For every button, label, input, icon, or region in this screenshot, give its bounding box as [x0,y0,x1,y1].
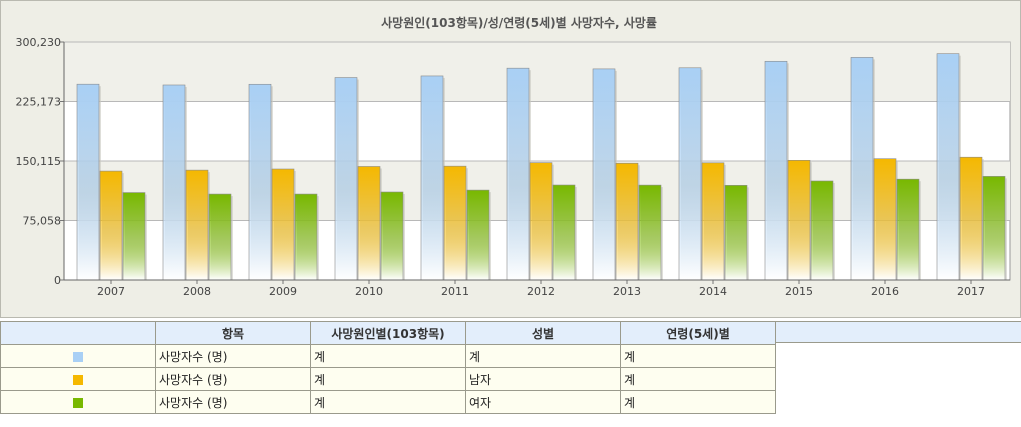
legend-header-sex: 성별 [465,321,621,345]
bar [466,189,490,281]
legend-cell-sex: 남자 [465,367,621,391]
bar [787,159,811,281]
x-tick-label: 2007 [97,285,125,298]
legend-header-fill [774,321,1021,343]
bar [959,156,983,281]
bar [850,57,874,281]
legend-row[interactable]: 사망자수 (명) 계 여자 계 [0,390,776,414]
y-tick-label: 75,058 [23,214,62,227]
legend-cell-age: 계 [620,367,776,391]
chart-panel: 사망원인(103항목)/성/연령(5세)별 사망자수, 사망률 0 75,058 1… [0,0,1021,318]
legend-swatch-cell [0,367,156,391]
x-tick-label: 2011 [441,285,469,298]
bar [162,84,186,281]
bar [552,184,576,281]
bar [208,193,232,281]
legend-cell-sex: 여자 [465,390,621,414]
bar [936,53,960,281]
bar [982,176,1006,281]
bar [764,60,788,281]
bar [615,162,639,281]
legend-row[interactable]: 사망자수 (명) 계 계 계 [0,344,776,368]
legend-swatch [73,397,83,408]
legend-header-cause: 사망원인별(103항목) [310,321,466,345]
x-tick-label: 2016 [871,285,899,298]
bar [506,67,530,281]
legend-header-swatch [0,321,156,345]
chart-title: 사망원인(103항목)/성/연령(5세)별 사망자수, 사망률 [381,15,657,30]
legend-cell-item: 사망자수 (명) [155,367,311,391]
bar [443,165,467,281]
legend-cell-cause: 계 [310,367,466,391]
bar [420,75,444,281]
legend-header-item: 항목 [155,321,311,345]
legend-swatch [73,351,83,362]
x-tick-label: 2012 [527,285,555,298]
bar [896,178,920,281]
legend-swatch [73,374,83,385]
x-tick-label: 2008 [183,285,211,298]
bar [701,162,725,281]
x-tick-label: 2014 [699,285,727,298]
x-tick-label: 2017 [957,285,985,298]
legend-cell-cause: 계 [310,344,466,368]
bar [873,158,897,281]
legend-cell-sex: 계 [465,344,621,368]
x-tick-label: 2015 [785,285,813,298]
bar-chart: 사망원인(103항목)/성/연령(5세)별 사망자수, 사망률 0 75,058 1… [16,15,1011,298]
legend-swatch-cell [0,344,156,368]
bar [529,162,553,281]
y-tick-label: 0 [54,274,61,287]
legend-row[interactable]: 사망자수 (명) 계 남자 계 [0,367,776,391]
y-tick-label: 150,115 [16,155,62,168]
bar [357,166,381,281]
bar [678,67,702,281]
bar [810,180,834,281]
bar [185,169,209,281]
y-tick-label: 225,173 [16,95,62,108]
bar [248,83,272,281]
legend-cell-item: 사망자수 (명) [155,344,311,368]
legend-cell-age: 계 [620,390,776,414]
legend-cell-age: 계 [620,344,776,368]
bar [334,77,358,281]
y-tick-label: 300,230 [16,36,62,49]
legend-cell-item: 사망자수 (명) [155,390,311,414]
bar [99,170,123,281]
x-tick-label: 2013 [613,285,641,298]
bar [592,68,616,281]
bar [724,185,748,281]
x-tick-label: 2009 [269,285,297,298]
bar [294,193,318,281]
x-tick-label: 2010 [355,285,383,298]
legend-swatch-cell [0,390,156,414]
legend-table: 항목 사망원인별(103항목) 성별 연령(5세)별 사망자수 (명) 계 계 … [0,321,776,414]
bar [76,83,100,281]
bar [271,168,295,281]
bar [380,191,404,281]
bar [638,184,662,281]
bar [122,192,146,281]
legend-cell-cause: 계 [310,390,466,414]
legend-header-age: 연령(5세)별 [620,321,776,345]
